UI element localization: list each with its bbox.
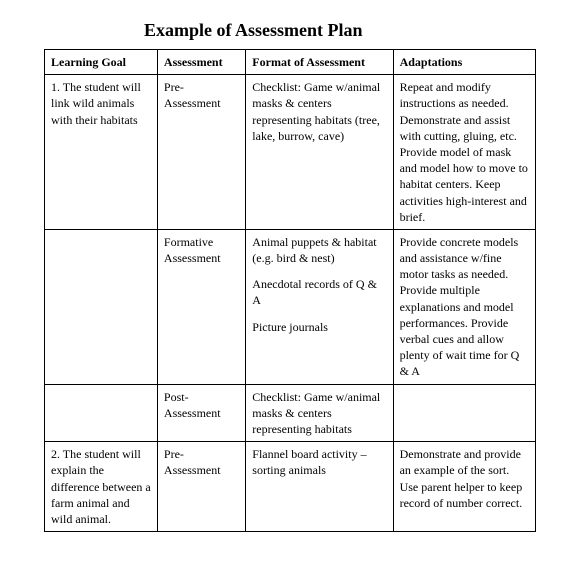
cell-goal: [45, 229, 158, 384]
table-row: Post-Assessment Checklist: Game w/animal…: [45, 384, 536, 442]
format-item: Checklist: Game w/animal masks & centers…: [252, 79, 386, 144]
col-learning-goal: Learning Goal: [45, 50, 158, 75]
table-row: 1. The student will link wild animals wi…: [45, 75, 536, 230]
format-item: Flannel board activity – sorting animals: [252, 446, 386, 478]
format-item: Anecdotal records of Q & A: [252, 276, 386, 308]
cell-adaptations: Demonstrate and provide an example of th…: [393, 442, 535, 532]
format-item: Picture journals: [252, 319, 386, 335]
table-header-row: Learning Goal Assessment Format of Asses…: [45, 50, 536, 75]
col-format: Format of Assessment: [246, 50, 393, 75]
col-adaptations: Adaptations: [393, 50, 535, 75]
table-row: Formative Assessment Animal puppets & ha…: [45, 229, 536, 384]
cell-assessment: Pre-Assessment: [157, 442, 245, 532]
cell-goal: 2. The student will explain the differen…: [45, 442, 158, 532]
col-assessment: Assessment: [157, 50, 245, 75]
cell-assessment: Post-Assessment: [157, 384, 245, 442]
cell-goal: [45, 384, 158, 442]
format-item: Checklist: Game w/animal masks & centers…: [252, 389, 386, 438]
assessment-table: Learning Goal Assessment Format of Asses…: [44, 49, 536, 532]
cell-goal: 1. The student will link wild animals wi…: [45, 75, 158, 230]
cell-adaptations: [393, 384, 535, 442]
cell-assessment: Pre-Assessment: [157, 75, 245, 230]
page-title: Example of Assessment Plan: [144, 20, 536, 41]
cell-assessment: Formative Assessment: [157, 229, 245, 384]
cell-format: Checklist: Game w/animal masks & centers…: [246, 384, 393, 442]
cell-adaptations: Repeat and modify instructions as needed…: [393, 75, 535, 230]
cell-format: Animal puppets & habitat (e.g. bird & ne…: [246, 229, 393, 384]
format-item: Animal puppets & habitat (e.g. bird & ne…: [252, 234, 386, 266]
table-row: 2. The student will explain the differen…: [45, 442, 536, 532]
cell-adaptations: Provide concrete models and assistance w…: [393, 229, 535, 384]
cell-format: Checklist: Game w/animal masks & centers…: [246, 75, 393, 230]
cell-format: Flannel board activity – sorting animals: [246, 442, 393, 532]
table-body: 1. The student will link wild animals wi…: [45, 75, 536, 532]
